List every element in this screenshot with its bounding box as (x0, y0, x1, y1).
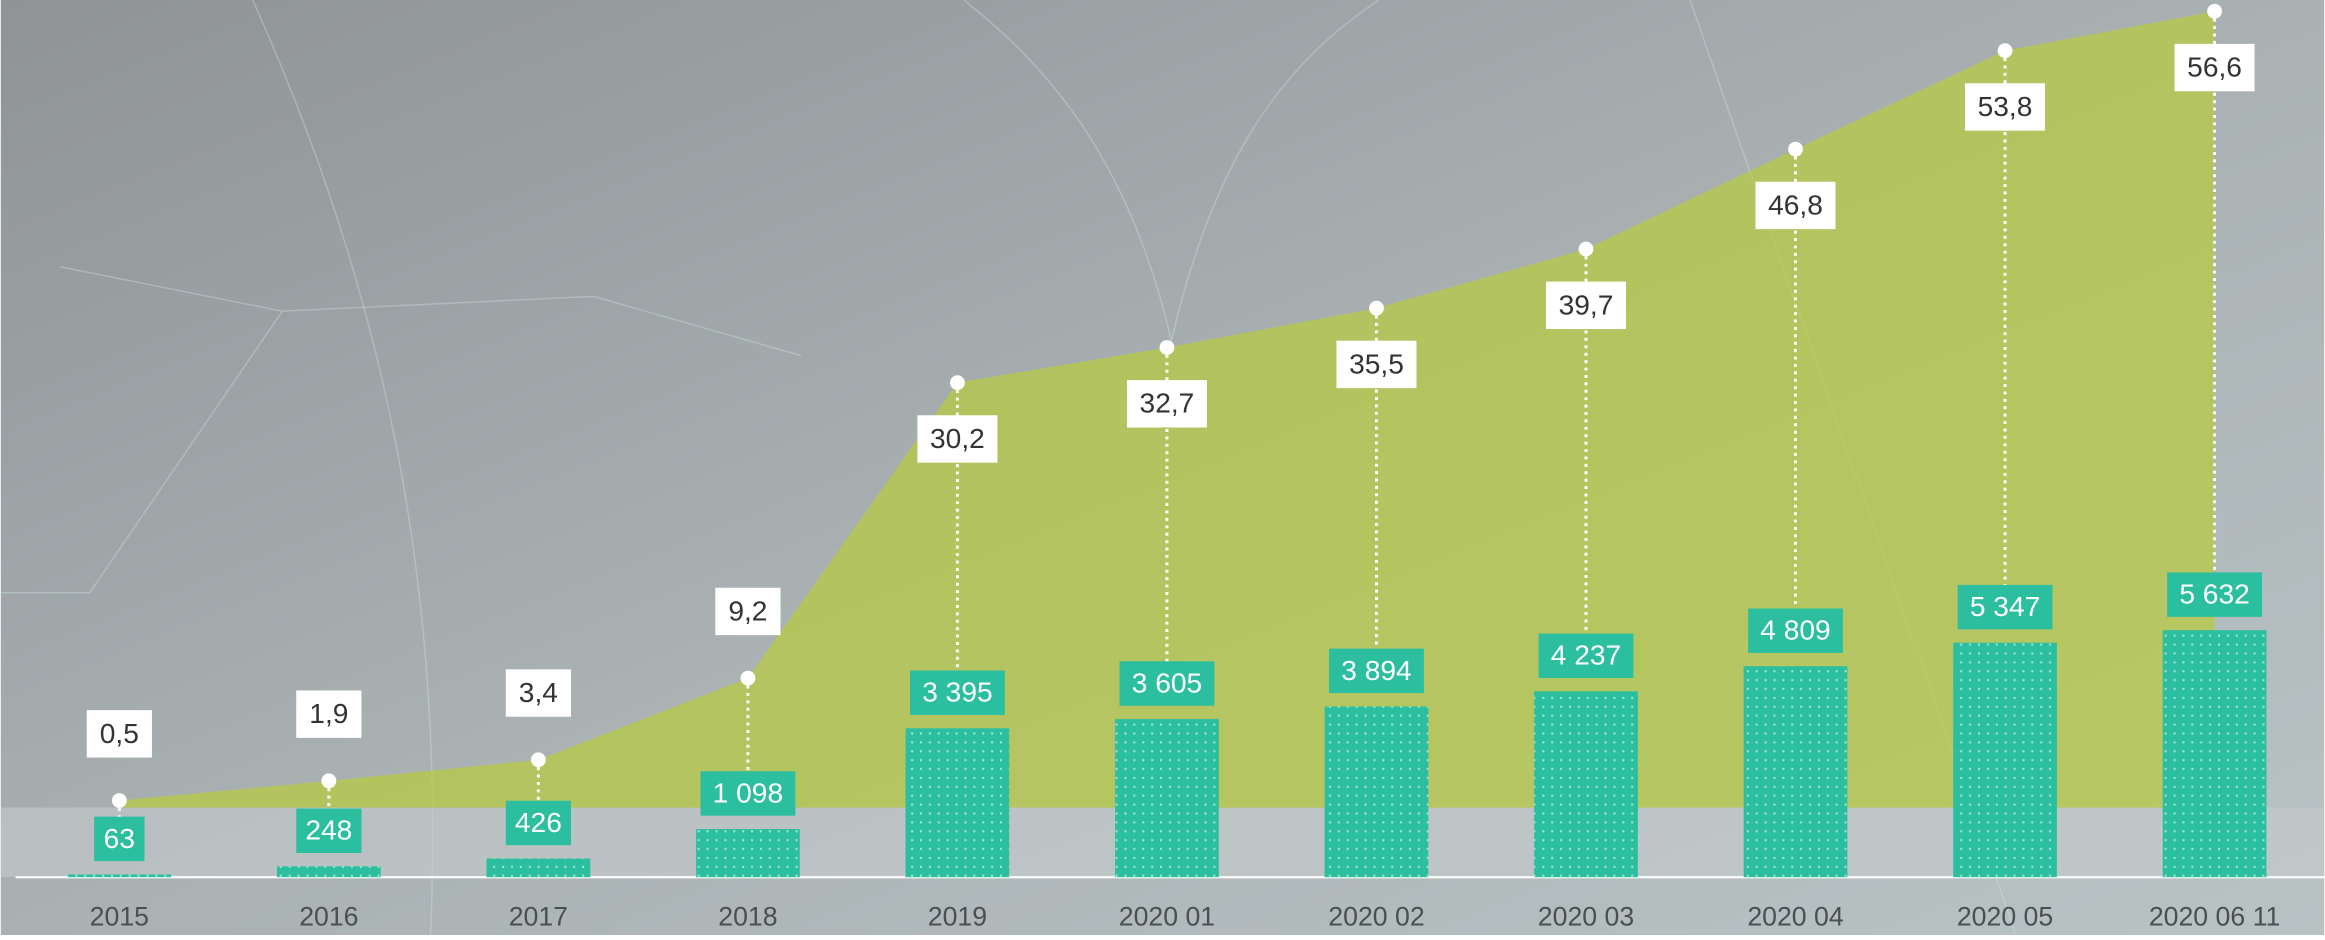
bar-label-box (700, 771, 796, 816)
bar-label: 3 395 (922, 677, 992, 708)
bar-texture (1115, 719, 1219, 878)
x-tick-label: 2020 06 11 (2149, 902, 2280, 932)
point-label-box (505, 669, 571, 717)
bar-texture (486, 858, 591, 878)
point-label: 32,7 (1140, 388, 1195, 419)
point (950, 375, 965, 391)
bar-label: 4 237 (1551, 640, 1621, 671)
bar-texture (1534, 691, 1638, 878)
bar-label: 3 605 (1132, 667, 1202, 698)
x-tick-label: 2020 02 (1328, 902, 1424, 932)
point-label: 30,2 (930, 423, 985, 454)
point-label: 39,7 (1559, 289, 1614, 320)
bar-label-box (505, 800, 571, 846)
point (1578, 241, 1594, 257)
bar-label-box (1329, 648, 1424, 694)
x-tick-label: 2017 (509, 902, 568, 932)
point-label: 3,4 (519, 677, 558, 708)
point-label-box (1126, 380, 1207, 428)
point (1159, 340, 1175, 355)
point (1997, 43, 2013, 59)
point-label: 35,5 (1349, 348, 1404, 379)
point-label-box (296, 690, 362, 738)
bar-label-box (296, 808, 362, 853)
bar-label-box (1957, 584, 2053, 630)
x-tick-label: 2019 (928, 902, 987, 932)
bar-label-box (2167, 572, 2262, 617)
bar-label: 248 (305, 815, 352, 846)
point-label: 53,8 (1978, 91, 2033, 122)
point-label: 56,6 (2187, 51, 2242, 82)
bar-texture (1953, 642, 2057, 878)
point-label-box (1965, 83, 2046, 131)
point (2207, 3, 2222, 19)
bar-texture (2162, 630, 2267, 878)
x-tick-label: 2020 05 (1957, 902, 2053, 932)
x-tick-label: 2020 03 (1538, 902, 1634, 932)
point (111, 793, 127, 808)
point (740, 670, 756, 686)
point-label: 46,8 (1768, 189, 1823, 220)
x-tick-label: 2020 04 (1747, 902, 1844, 932)
x-tick-label: 2020 01 (1119, 902, 1215, 932)
bar-label: 63 (104, 823, 135, 854)
x-tick-label: 2015 (90, 902, 149, 932)
point (1369, 300, 1384, 316)
point-label: 9,2 (728, 595, 767, 626)
bar-label: 3 894 (1341, 655, 1411, 686)
point-label-box (2174, 43, 2255, 92)
bar-label-box (1538, 633, 1634, 679)
point-label-box (86, 710, 152, 758)
point-label: 1,9 (309, 698, 348, 729)
bar-label: 5 632 (2179, 579, 2249, 610)
point-label: 0,5 (100, 718, 139, 749)
bar-texture (1743, 666, 1848, 878)
point-label-box (917, 415, 998, 463)
bar-label-box (1119, 661, 1215, 706)
point-label-box (1336, 340, 1417, 389)
point-label-box (1755, 181, 1836, 230)
point-label-box (715, 587, 781, 636)
bar-label-box (1748, 608, 1843, 653)
bar-texture (1324, 706, 1429, 878)
bar-label: 426 (515, 807, 562, 838)
x-tick-label: 2018 (718, 902, 777, 932)
bar-label: 1 098 (713, 777, 783, 808)
point (530, 752, 546, 768)
bar-texture (696, 829, 800, 878)
point (1788, 141, 1803, 157)
bar-label-box (910, 670, 1005, 715)
bar-texture (67, 874, 172, 878)
x-tick-label: 2016 (299, 902, 358, 932)
bar-label-box (94, 816, 145, 862)
point-label-box (1545, 281, 1626, 330)
bar-label: 4 809 (1760, 615, 1830, 646)
bar-label: 5 347 (1970, 591, 2040, 622)
bar-texture (276, 866, 381, 878)
bar-texture (905, 728, 1010, 878)
point (321, 773, 337, 789)
